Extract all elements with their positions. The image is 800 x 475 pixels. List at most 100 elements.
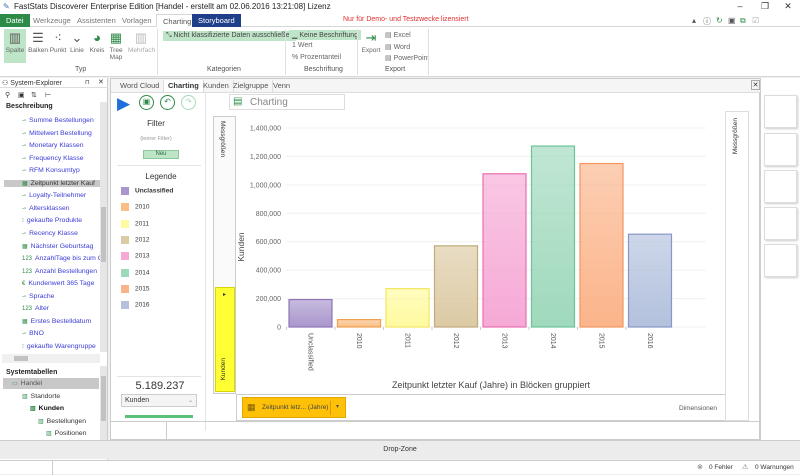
- tree-item[interactable]: -▫ Monetary Klassen: [22, 142, 100, 149]
- view-icon[interactable]: ▣: [18, 92, 25, 99]
- tree-item[interactable]: -▫ Altersklassen: [22, 205, 100, 212]
- help-icon[interactable]: ⓘ: [703, 17, 711, 26]
- tables-scrollbar[interactable]: [100, 366, 107, 446]
- thumbnail-chart[interactable]: [764, 170, 797, 203]
- chart-type-pie[interactable]: ◕ Kreis: [86, 29, 108, 54]
- tab-datei[interactable]: Datei: [0, 14, 30, 27]
- table-bestellungen[interactable]: ▥ Bestellungen: [38, 418, 86, 425]
- copy-icon[interactable]: ⧉: [740, 16, 746, 25]
- tree-item[interactable]: 123 Anzahl Bestellungen: [22, 268, 100, 275]
- collapse-icon[interactable]: ⊢: [45, 92, 52, 99]
- bar-2010[interactable]: [336, 319, 382, 328]
- bar-2012[interactable]: [433, 245, 479, 328]
- thumbnail-chart[interactable]: [764, 207, 797, 240]
- error-count[interactable]: 0 Fehler: [709, 464, 733, 471]
- table-kunden[interactable]: ▥ Kunden: [30, 405, 64, 412]
- bar-2015[interactable]: [579, 162, 624, 328]
- save-icon[interactable]: ▣: [139, 95, 154, 110]
- measures-right-area[interactable]: Messgrößen: [725, 111, 749, 421]
- chart-type-treemap[interactable]: ▦ Tree Map: [106, 29, 126, 61]
- bar-2011[interactable]: [385, 288, 430, 328]
- redo-icon[interactable]: ↷: [181, 95, 196, 110]
- bar-unclassified[interactable]: [288, 298, 333, 328]
- tree-item[interactable]: ⁝ gekaufte Warengruppe: [22, 343, 100, 350]
- chart-type-bar[interactable]: ☰ Balken: [27, 29, 49, 54]
- restore-button[interactable]: ❐: [760, 1, 770, 11]
- close-document-icon[interactable]: ✕: [751, 80, 760, 90]
- exclude-unclassified-button[interactable]: ⤡ Nicht klassifizierte Daten ausschließe…: [163, 31, 297, 41]
- refresh-icon[interactable]: ↻: [716, 16, 723, 25]
- bar-2016[interactable]: [627, 233, 673, 328]
- tab-assistenten[interactable]: Assistenten: [77, 16, 116, 25]
- export-button[interactable]: ⇥ Export: [361, 29, 381, 54]
- measure-chip-kunden[interactable]: ▸ Kunden: [215, 287, 235, 392]
- thumbnail-blank[interactable]: [764, 95, 797, 128]
- chart-type-line[interactable]: ⌄ Linie: [66, 29, 88, 54]
- horizontal-scrollbar[interactable]: [2, 354, 100, 363]
- save-icon[interactable]: ▣: [728, 16, 736, 25]
- collapse-ribbon-icon[interactable]: ▴: [692, 16, 697, 25]
- tree-item[interactable]: 123 AnzahlTage bis zum G: [22, 255, 100, 262]
- doc-tab-word-cloud[interactable]: Word Cloud: [116, 80, 165, 92]
- tree-item[interactable]: ⁝ gekaufte Produkte: [22, 217, 100, 224]
- chart-type-multiple[interactable]: ▥ Mehrfach: [128, 29, 155, 54]
- tree-item[interactable]: ▦ Erstes Bestelldatum: [22, 318, 100, 325]
- legend-label: 2014: [135, 269, 150, 277]
- thumbnail-chart[interactable]: [764, 133, 797, 166]
- warning-count[interactable]: 0 Warnungen: [755, 464, 794, 471]
- tab-werkzeuge[interactable]: Werkzeuge: [33, 16, 71, 25]
- doc-tab-venn[interactable]: Venn: [273, 81, 291, 90]
- chart-type-column[interactable]: ▥ Spalte: [4, 29, 26, 63]
- close-button[interactable]: ✕: [784, 1, 792, 11]
- chart-title-field[interactable]: ▤ Charting: [229, 94, 345, 110]
- tree-item[interactable]: -▫ Sprache: [22, 293, 100, 300]
- tab-vorlagen[interactable]: Vorlagen: [122, 16, 152, 25]
- doc-tab-zielgruppe[interactable]: Zielgruppe: [229, 80, 274, 92]
- tree-item[interactable]: -▫ Summe Bestellungen: [22, 117, 100, 124]
- bar-2013[interactable]: [482, 173, 527, 328]
- export-word[interactable]: ▤ Word: [385, 44, 411, 51]
- table-positionen[interactable]: ▥ Positionen: [46, 430, 87, 437]
- minimize-button[interactable]: –: [737, 1, 743, 11]
- tree-item[interactable]: -▫ Mittelwert Bestellung: [22, 130, 100, 137]
- close-panel-icon[interactable]: ✕: [98, 79, 104, 86]
- bar-2014[interactable]: [530, 145, 576, 328]
- table-handel[interactable]: ▭ Handel: [12, 380, 43, 387]
- label-percent-option[interactable]: % Prozentanteil: [292, 54, 342, 61]
- dimensions-drop-area[interactable]: ▦ Zeitpunkt letz... (Jahre) ▾ Dimensione…: [236, 394, 726, 421]
- thumbnail-chart[interactable]: [764, 244, 797, 277]
- tree-item[interactable]: ▦ Nächster Geburtstag: [22, 243, 100, 250]
- export-powerpoint[interactable]: ▤ PowerPoint: [385, 55, 430, 62]
- tree-item[interactable]: € Kundenwert 365 Tage: [22, 280, 100, 287]
- table-standorte[interactable]: ▥ Standorte: [22, 393, 61, 400]
- doc-tab-kunden[interactable]: Kunden: [199, 80, 234, 92]
- drop-zone[interactable]: Drop-Zone: [0, 440, 800, 459]
- tree-item[interactable]: -▫ BNO: [22, 330, 100, 337]
- label-value-option[interactable]: 1 Wert: [292, 42, 313, 49]
- new-filter-button[interactable]: Neu: [143, 150, 179, 159]
- dimension-chip[interactable]: ▦ Zeitpunkt letz... (Jahre) ▾: [242, 397, 346, 418]
- tree-item[interactable]: 123 Alter: [22, 305, 100, 312]
- count-measure-select[interactable]: Kunden ⌄: [121, 394, 197, 407]
- tree-item[interactable]: -▫ RFM Konsumtyp: [22, 167, 100, 174]
- chart-type-scatter[interactable]: ⁖ Punkt: [47, 29, 69, 54]
- export-excel[interactable]: ▤ Excel: [385, 32, 411, 39]
- tab-storyboard[interactable]: Storyboard: [192, 14, 241, 27]
- measures-drop-area[interactable]: Messgrößen ▸ Kunden: [213, 116, 236, 394]
- run-icon[interactable]: ▶: [117, 94, 131, 113]
- pin-icon[interactable]: ⊓: [85, 80, 90, 86]
- table-item-selected[interactable]: [3, 378, 99, 389]
- undo-icon[interactable]: ↶: [160, 95, 175, 110]
- chip-menu-icon[interactable]: ▸: [223, 292, 227, 298]
- tree-item[interactable]: -▫ Recency Klasse: [22, 230, 100, 237]
- check-icon[interactable]: ☑: [752, 16, 760, 25]
- tree-item[interactable]: -▫ Frequency Klasse: [22, 155, 100, 162]
- chevron-down-icon[interactable]: ▾: [336, 404, 340, 410]
- tree-item[interactable]: ▦ Zeitpunkt letzter Kauf: [4, 179, 100, 187]
- sort-icon[interactable]: ⇅: [31, 92, 37, 99]
- tree-item[interactable]: -▫ Loyalty-Teilnehmer: [22, 192, 100, 199]
- tree-scrollbar[interactable]: [100, 102, 107, 352]
- search-icon[interactable]: ⚲: [5, 92, 11, 99]
- label-none-option[interactable]: ▁ Keine Beschriftung: [289, 30, 362, 40]
- doc-tab-charting[interactable]: Charting: [164, 80, 204, 92]
